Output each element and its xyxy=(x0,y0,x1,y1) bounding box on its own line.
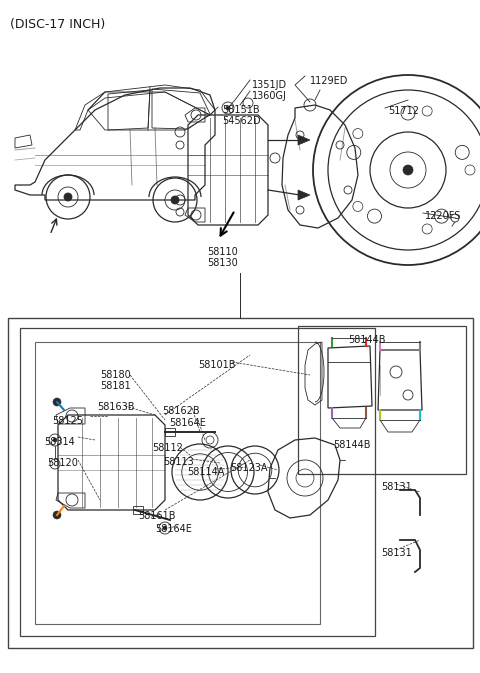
Text: 58163B: 58163B xyxy=(97,402,134,412)
Bar xyxy=(8,318,473,648)
Text: 58144B: 58144B xyxy=(333,440,371,450)
Text: 1360GJ: 1360GJ xyxy=(252,91,287,101)
Text: 58314: 58314 xyxy=(44,437,75,447)
Text: 58180: 58180 xyxy=(100,370,131,380)
Text: 58164E: 58164E xyxy=(169,418,206,428)
Circle shape xyxy=(403,165,413,175)
Text: 58181: 58181 xyxy=(100,381,131,391)
Text: 58164E: 58164E xyxy=(155,524,192,534)
Text: 58120: 58120 xyxy=(47,458,78,468)
Circle shape xyxy=(53,438,57,442)
Text: 58161B: 58161B xyxy=(138,511,176,521)
Text: 58110: 58110 xyxy=(208,247,239,257)
Text: (DISC-17 INCH): (DISC-17 INCH) xyxy=(10,18,105,31)
Text: 58130: 58130 xyxy=(208,258,239,268)
Text: 58113: 58113 xyxy=(163,457,194,467)
Text: 58144B: 58144B xyxy=(348,335,385,345)
Text: 58131: 58131 xyxy=(381,548,412,558)
Text: 1129ED: 1129ED xyxy=(310,76,348,86)
Text: 1220FS: 1220FS xyxy=(425,211,461,221)
Text: 58101B: 58101B xyxy=(198,360,236,370)
Polygon shape xyxy=(298,135,310,145)
Text: 58131: 58131 xyxy=(381,482,412,492)
Text: 58151B: 58151B xyxy=(222,105,260,115)
Circle shape xyxy=(53,511,61,519)
Text: 58114A: 58114A xyxy=(187,467,224,477)
Circle shape xyxy=(64,193,72,201)
Text: 58125: 58125 xyxy=(52,416,83,426)
Circle shape xyxy=(226,106,230,110)
Text: 58123A: 58123A xyxy=(230,463,267,473)
Bar xyxy=(298,326,466,474)
Text: 1351JD: 1351JD xyxy=(252,80,287,90)
Bar xyxy=(35,342,320,624)
Polygon shape xyxy=(298,190,310,200)
Text: 54562D: 54562D xyxy=(222,116,261,126)
Text: 58162B: 58162B xyxy=(162,406,200,416)
Circle shape xyxy=(171,196,179,204)
Circle shape xyxy=(53,398,61,406)
Text: 51712: 51712 xyxy=(388,106,419,116)
Bar xyxy=(20,328,375,636)
Circle shape xyxy=(163,526,167,530)
Text: 58112: 58112 xyxy=(152,443,183,453)
